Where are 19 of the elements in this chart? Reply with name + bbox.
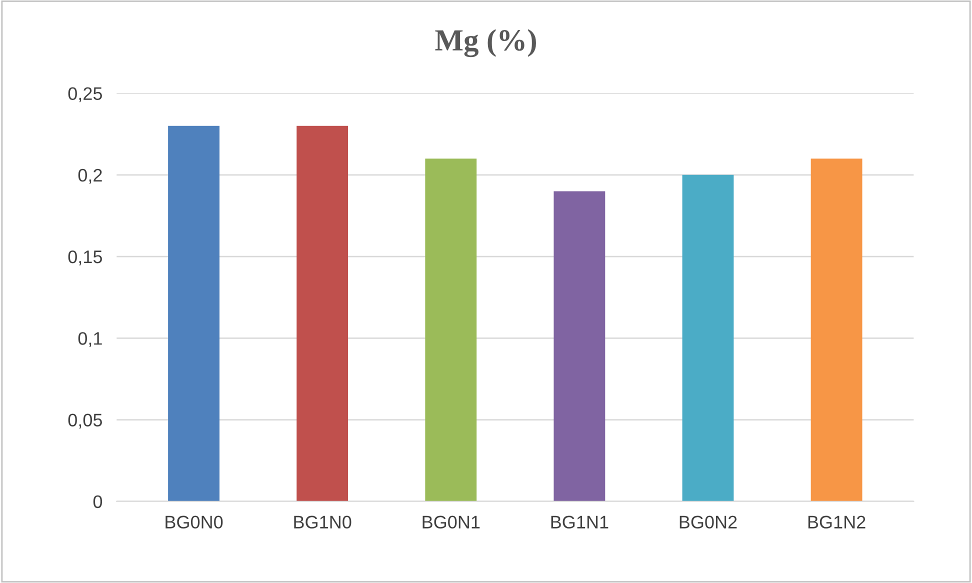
x-tick-label: BG1N1 (551, 516, 608, 529)
chart-title: Mg (%) (435, 29, 536, 58)
y-tick-label: 0,2 (78, 168, 102, 184)
bar (296, 126, 348, 502)
bar (682, 174, 734, 502)
bar (425, 158, 477, 502)
bar (168, 126, 220, 502)
x-tick-label: BG0N2 (680, 516, 737, 529)
y-tick-label: 0 (93, 495, 102, 508)
y-tick-label: 0,1 (78, 332, 102, 347)
y-tick-label: 0,25 (68, 87, 102, 102)
y-tick-label: 0,05 (68, 414, 102, 429)
y-tick-label: 0,15 (68, 250, 102, 266)
x-tick-label: BG1N0 (294, 516, 352, 529)
x-tick-label: BG0N0 (166, 516, 223, 529)
x-tick-label: BG0N1 (422, 516, 480, 529)
bar (810, 158, 862, 502)
x-tick-label: BG1N2 (808, 516, 866, 529)
bar (554, 191, 606, 502)
